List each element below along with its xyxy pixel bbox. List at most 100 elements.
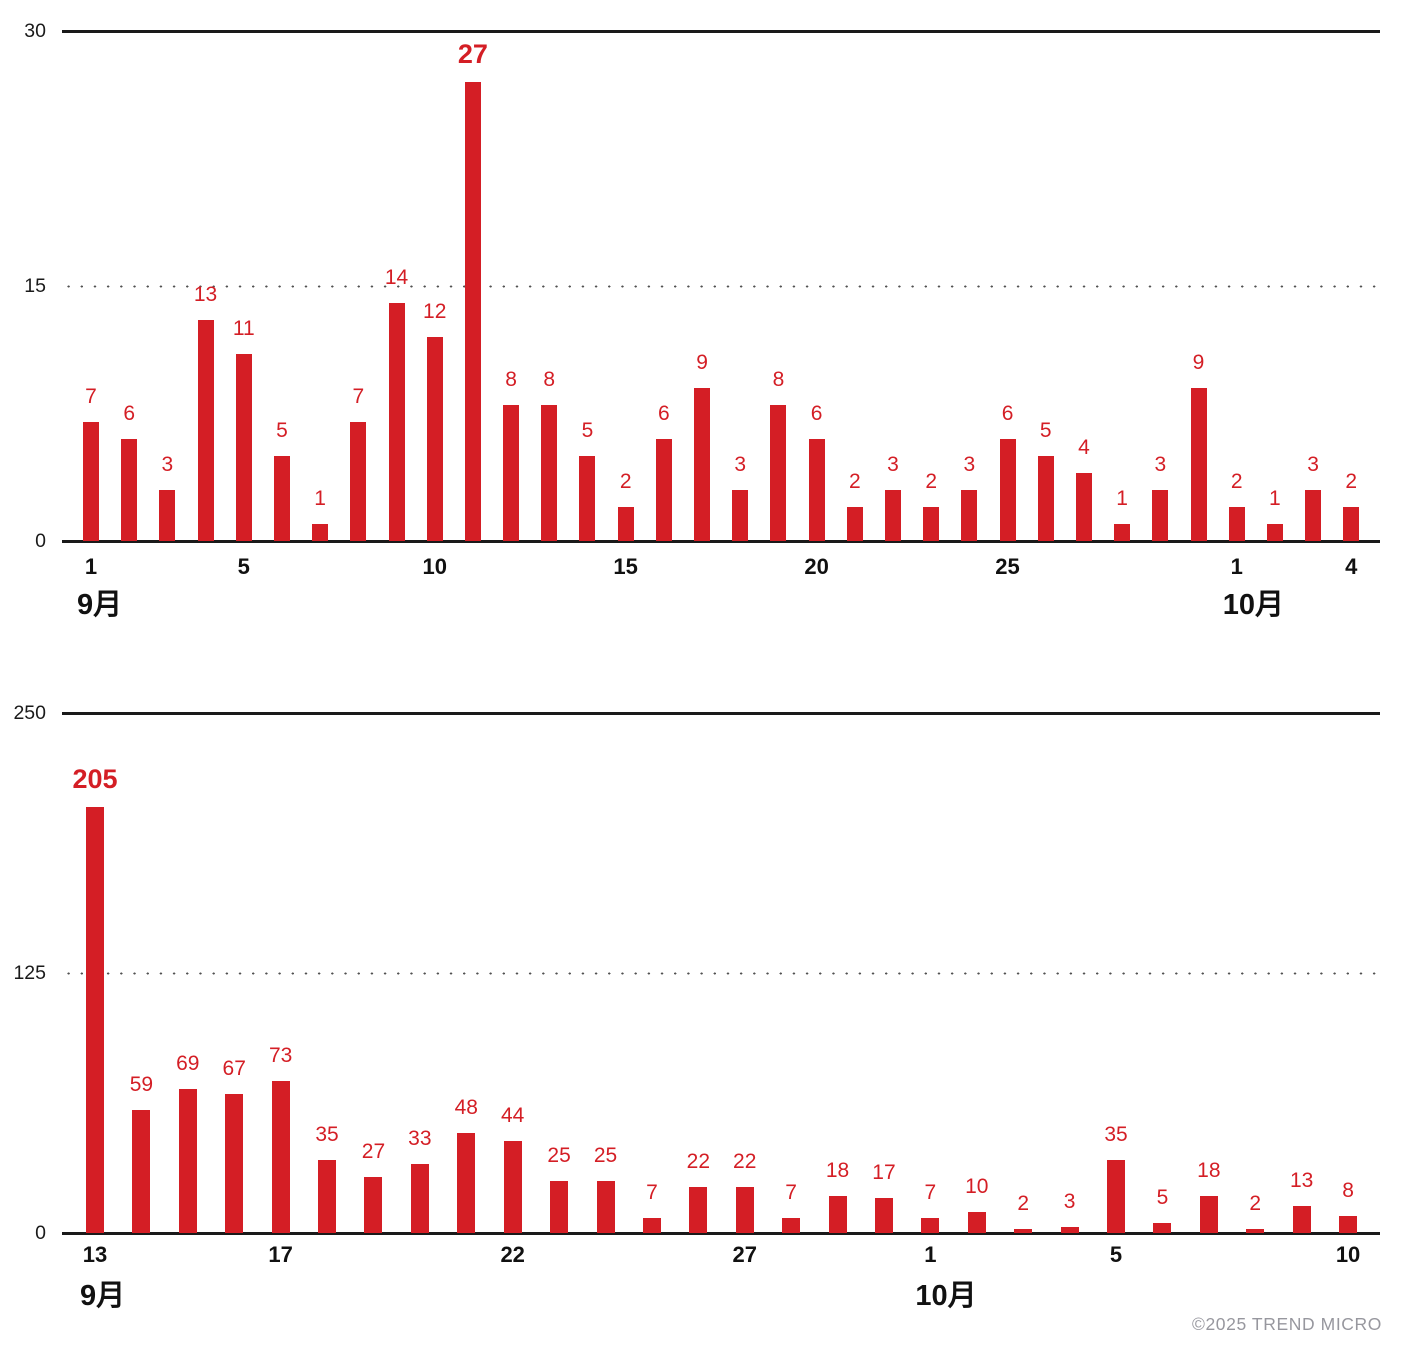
bar-value-label: 2 (848, 470, 861, 493)
x-tick-label: 10 (422, 554, 447, 579)
bar-value-label: 9 (1192, 351, 1205, 374)
bar-value-label: 18 (825, 1158, 850, 1182)
bar (273, 456, 290, 541)
bar-value-label: 8 (772, 368, 785, 391)
bar (1075, 473, 1092, 541)
bar (846, 507, 863, 541)
bar-value-label: 6 (123, 402, 136, 425)
bar (642, 1218, 661, 1233)
bar (197, 320, 214, 541)
x-axis-line (62, 1231, 1380, 1235)
bar-value-label: 6 (658, 402, 670, 425)
bar (410, 1164, 429, 1233)
bar-value-label: 17 (872, 1160, 896, 1184)
dotted-gridline (62, 971, 1380, 975)
x-tick-label: 1 (84, 554, 98, 579)
bar (921, 1218, 940, 1233)
bar-value-label: 2 (619, 470, 632, 493)
bar (1153, 1222, 1172, 1233)
bar-value-label: 2 (1230, 470, 1243, 493)
x-tick-label: 5 (237, 554, 250, 579)
bar-value-label: 6 (1001, 402, 1014, 425)
bar (457, 1133, 476, 1233)
bar-value-label: 7 (924, 1181, 937, 1205)
bar-value-label: 73 (268, 1044, 293, 1068)
bar (86, 806, 104, 1233)
bar-value-label: 1 (1269, 487, 1281, 510)
bar-value-label: 48 (454, 1096, 478, 1120)
bar (1190, 388, 1207, 541)
bar-value-label: 205 (72, 763, 118, 794)
bar (1060, 1226, 1079, 1233)
bar (159, 490, 176, 541)
bar (503, 1141, 522, 1233)
bar-value-label: 35 (315, 1123, 339, 1147)
bar-value-label: 2 (1249, 1191, 1262, 1215)
bar-value-label: 11 (232, 317, 255, 340)
bar-value-label: 5 (1156, 1185, 1169, 1209)
bar (596, 1181, 615, 1233)
bar-value-label: 69 (176, 1052, 200, 1076)
bar-value-label: 2 (1345, 470, 1358, 493)
bar-value-label: 22 (733, 1150, 757, 1174)
bar (1339, 1216, 1358, 1233)
y-axis-label: 250 (13, 702, 46, 724)
bar (1152, 490, 1169, 541)
bar (999, 439, 1016, 541)
bar (121, 439, 138, 541)
bar (388, 303, 405, 541)
bar (808, 439, 825, 541)
bar (655, 439, 672, 541)
bar (1266, 524, 1283, 541)
copyright-text: ©2025 TREND MICRO (1191, 1314, 1382, 1334)
bar (874, 1197, 893, 1233)
bar-value-label: 7 (785, 1181, 797, 1205)
bar (364, 1176, 383, 1233)
bar-value-label: 3 (734, 453, 747, 476)
bar-value-label: 1 (314, 487, 326, 510)
dotted-gridline (62, 284, 1380, 288)
x-axis-line (62, 539, 1380, 543)
bar (132, 1110, 151, 1233)
bar (235, 354, 252, 541)
bar-value-label: 27 (361, 1139, 386, 1163)
y-axis-label: 0 (35, 530, 46, 552)
x-tick-label: 20 (804, 554, 829, 579)
bar-value-label: 18 (1197, 1158, 1221, 1182)
y-axis-label: 0 (35, 1222, 46, 1244)
x-tick-label: 13 (82, 1242, 108, 1267)
bar-value-label: 22 (686, 1150, 710, 1174)
x-tick-label: 27 (732, 1242, 757, 1267)
bar (1199, 1195, 1218, 1233)
bar (1246, 1228, 1265, 1233)
bar (1305, 490, 1322, 541)
bar (350, 422, 367, 541)
bar-value-label: 3 (1307, 453, 1319, 476)
y-axis-label: 30 (24, 20, 46, 42)
bar (923, 507, 940, 541)
bar-value-label: 27 (457, 39, 488, 69)
bar-value-label: 3 (1154, 453, 1167, 476)
bar (178, 1089, 197, 1233)
bar-value-label: 6 (810, 402, 823, 425)
bar-value-label: 8 (1342, 1179, 1354, 1203)
top-gridline (62, 711, 1380, 715)
bar-value-label: 12 (423, 300, 447, 323)
bar-value-label: 13 (1289, 1168, 1314, 1192)
bar (828, 1195, 847, 1233)
bar (694, 388, 711, 541)
bar-value-label: 33 (408, 1127, 432, 1151)
bar-value-label: 5 (581, 419, 594, 442)
bar (1107, 1160, 1126, 1233)
bar-value-label: 4 (1078, 436, 1090, 459)
x-tick-label: 4 (1345, 554, 1358, 579)
bar (579, 456, 596, 541)
bar-value-label: 3 (887, 453, 899, 476)
bar-value-label: 7 (646, 1181, 658, 1205)
bar (735, 1187, 754, 1233)
bar-value-label: 67 (222, 1056, 246, 1080)
x-tick-label: 5 (1109, 1242, 1123, 1267)
bar (770, 405, 787, 541)
